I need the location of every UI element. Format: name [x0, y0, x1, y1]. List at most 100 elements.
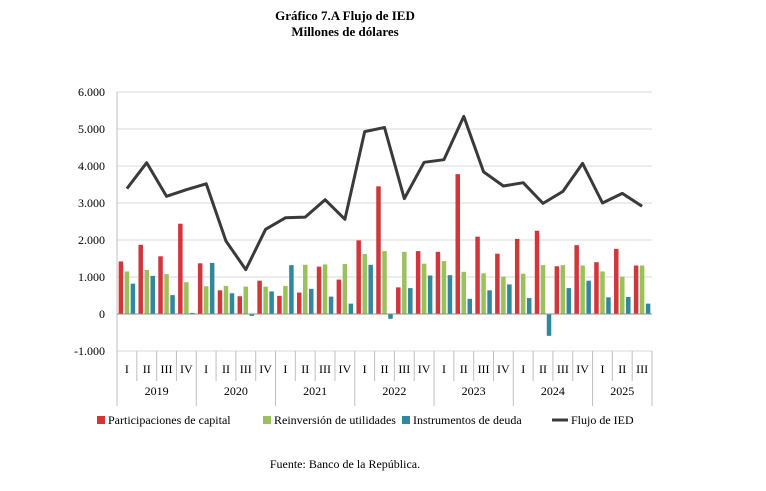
bar	[614, 248, 619, 314]
bar	[269, 291, 274, 314]
x-tick-label: I	[204, 362, 208, 376]
bar	[316, 266, 322, 314]
x-tick-label: III	[636, 362, 648, 376]
y-tick-label: 4.000	[78, 159, 105, 173]
bar	[540, 265, 546, 314]
bar	[190, 312, 195, 314]
x-tick-label: III	[161, 362, 173, 376]
x-tick-label: IV	[576, 362, 589, 376]
y-tick-label: 2.000	[78, 233, 105, 247]
legend-swatch	[97, 416, 105, 424]
x-tick-label: II	[381, 362, 389, 376]
bar	[421, 263, 427, 314]
bar	[534, 230, 540, 314]
chart-subtitle: Millones de dólares	[291, 24, 399, 39]
year-label: 2019	[145, 384, 169, 398]
bar	[178, 223, 183, 314]
bar	[441, 261, 447, 314]
bar	[289, 265, 294, 314]
bar	[249, 314, 255, 316]
bar	[427, 275, 433, 314]
year-label: 2020	[224, 384, 248, 398]
bar	[620, 276, 625, 314]
x-tick-label: II	[143, 362, 151, 376]
legend-label: Participaciones de capital	[108, 413, 231, 427]
line-flujo-ied	[125, 114, 643, 272]
bar	[302, 264, 308, 314]
x-tick-label: IV	[497, 362, 510, 376]
x-tick-label: II	[222, 362, 230, 376]
bar	[560, 265, 566, 314]
bar	[257, 280, 262, 314]
bar	[382, 251, 387, 314]
x-tick-label: IV	[259, 362, 272, 376]
bar	[594, 262, 599, 314]
bar	[574, 245, 579, 314]
bar	[586, 280, 591, 314]
bar	[348, 303, 354, 314]
bar	[217, 290, 223, 314]
legend-label: Flujo de IED	[571, 413, 634, 427]
x-tick-label: II	[460, 362, 468, 376]
bar	[633, 265, 639, 314]
x-tick-label: I	[600, 362, 604, 376]
x-tick-label: III	[398, 362, 410, 376]
bar	[520, 273, 526, 314]
y-tick-label: 3.000	[78, 196, 105, 210]
year-label: 2021	[303, 384, 327, 398]
bar	[197, 263, 203, 314]
bar	[546, 314, 552, 336]
bar	[639, 265, 645, 314]
bar	[243, 286, 249, 314]
bar	[124, 271, 130, 314]
bar	[277, 295, 282, 314]
x-tick-label: III	[557, 362, 569, 376]
year-label: 2024	[541, 384, 565, 398]
bar	[138, 244, 143, 314]
y-tick-label: 6.000	[78, 85, 105, 99]
year-label: 2023	[462, 384, 486, 398]
bar	[130, 283, 136, 314]
bar	[435, 251, 441, 314]
bar	[376, 186, 381, 314]
x-tick-label: IV	[339, 362, 352, 376]
bar	[362, 254, 367, 314]
bar	[447, 275, 453, 314]
bar	[554, 266, 560, 314]
bar	[461, 271, 467, 314]
bar	[408, 288, 413, 314]
bar	[184, 282, 189, 314]
x-tick-label: IV	[418, 362, 431, 376]
bar	[526, 298, 532, 314]
x-tick-label: II	[539, 362, 547, 376]
bar	[164, 274, 169, 314]
legend-label: Reinversión de utilidades	[274, 413, 396, 427]
bar	[415, 251, 421, 314]
legend-swatch	[402, 416, 410, 424]
bar	[514, 238, 520, 314]
bar	[118, 261, 124, 314]
bar	[170, 295, 175, 314]
x-tick-label: III	[319, 362, 331, 376]
y-tick-label: 0	[99, 307, 105, 321]
bar	[481, 273, 486, 314]
y-tick-label: 5.000	[78, 122, 105, 136]
bar	[475, 236, 480, 314]
bar	[144, 269, 149, 314]
bar	[150, 275, 155, 314]
bar	[495, 253, 500, 314]
bar	[507, 284, 512, 314]
bar	[229, 293, 235, 314]
x-tick-label: I	[521, 362, 525, 376]
bar	[283, 285, 288, 314]
x-tick-label: I	[125, 362, 129, 376]
bar	[223, 285, 229, 314]
bar	[580, 265, 585, 314]
x-tick-label: I	[363, 362, 367, 376]
bar	[388, 314, 393, 319]
bar	[203, 286, 209, 314]
legend-swatch	[263, 416, 271, 424]
chart-title: Gráfico 7.A Flujo de IED	[275, 8, 415, 23]
bar	[487, 290, 492, 314]
